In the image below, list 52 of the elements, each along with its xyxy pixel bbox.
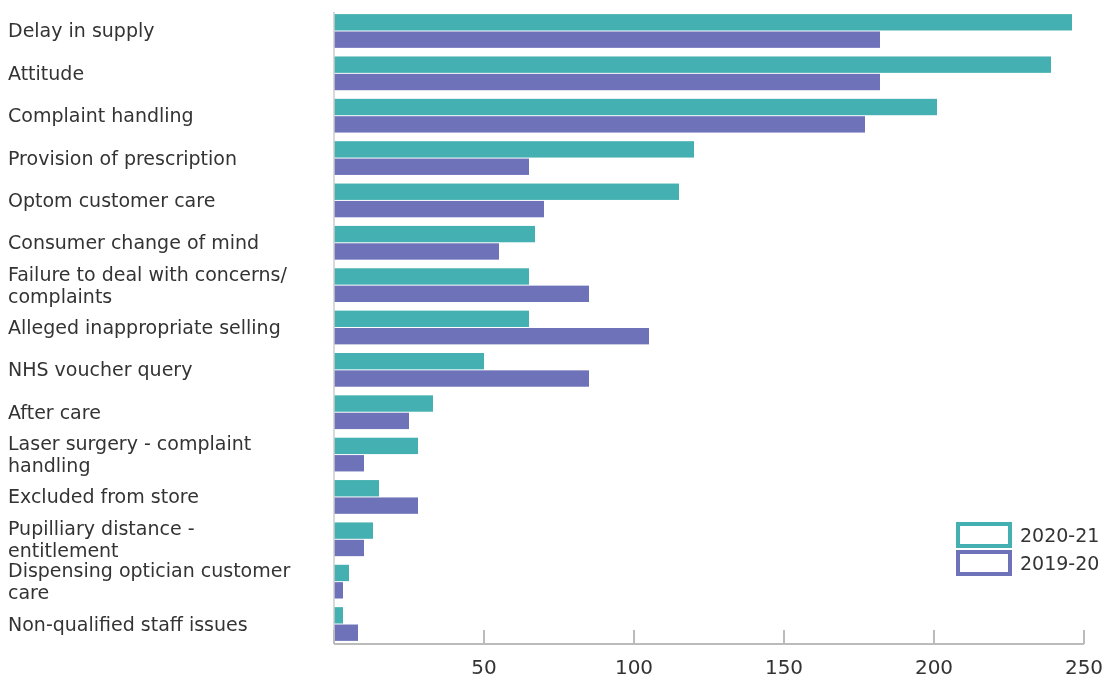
x-tick-label: 100 — [614, 655, 654, 679]
y-tick-label: Alleged inappropriate selling — [8, 315, 281, 338]
y-tick-label: NHS voucher query — [8, 357, 193, 380]
x-tick-label: 250 — [1064, 655, 1104, 679]
bar — [334, 14, 1072, 31]
bar — [334, 141, 694, 158]
y-tick-label: Complaint handling — [8, 103, 194, 126]
bar — [334, 268, 529, 285]
bar — [334, 412, 409, 430]
bar — [334, 522, 373, 539]
y-tick-label: After care — [8, 400, 101, 423]
x-tick-label: 50 — [471, 655, 497, 679]
y-tick-label: Failure to deal with concerns/ complaints — [8, 262, 288, 307]
y-tick-label: Excluded from store — [8, 484, 199, 507]
bar — [334, 183, 679, 200]
bar — [334, 564, 349, 582]
bar — [334, 395, 433, 412]
bar — [334, 539, 364, 557]
bar — [334, 73, 880, 91]
bar — [334, 607, 343, 624]
y-tick-label: Pupilliary distance - entitlement — [8, 516, 195, 561]
y-tick-label: Optom customer care — [8, 188, 216, 211]
legend-label: 2020-21 — [1020, 523, 1100, 546]
bar — [334, 437, 418, 455]
x-tick-label: 150 — [764, 655, 804, 679]
bar — [334, 31, 880, 48]
y-tick-label: Non-qualified staff issues — [8, 612, 248, 635]
bar — [334, 243, 499, 260]
y-tick-label: Laser surgery - complaint handling — [8, 431, 252, 476]
bar — [334, 480, 379, 497]
bar — [334, 624, 358, 641]
y-tick-label: Delay in supply — [8, 18, 155, 41]
y-tick-label: Provision of prescription — [8, 146, 237, 169]
bar — [334, 98, 937, 116]
bar — [334, 116, 865, 133]
bar — [334, 56, 1051, 73]
bar — [334, 352, 484, 370]
bar — [334, 310, 529, 327]
bar — [334, 455, 364, 472]
bar — [334, 328, 649, 345]
bar — [334, 497, 418, 514]
y-tick-label: Attitude — [8, 61, 85, 84]
x-tick-label: 200 — [914, 655, 954, 679]
y-tick-label: Consumer change of mind — [8, 230, 260, 253]
bar — [334, 200, 544, 218]
bar — [334, 285, 589, 303]
bar — [334, 582, 343, 599]
bar — [334, 370, 589, 387]
bar — [334, 225, 535, 243]
bar — [334, 158, 529, 175]
y-tick-label: Dispensing optician customer care — [8, 558, 291, 603]
legend-label: 2019-20 — [1020, 551, 1100, 574]
